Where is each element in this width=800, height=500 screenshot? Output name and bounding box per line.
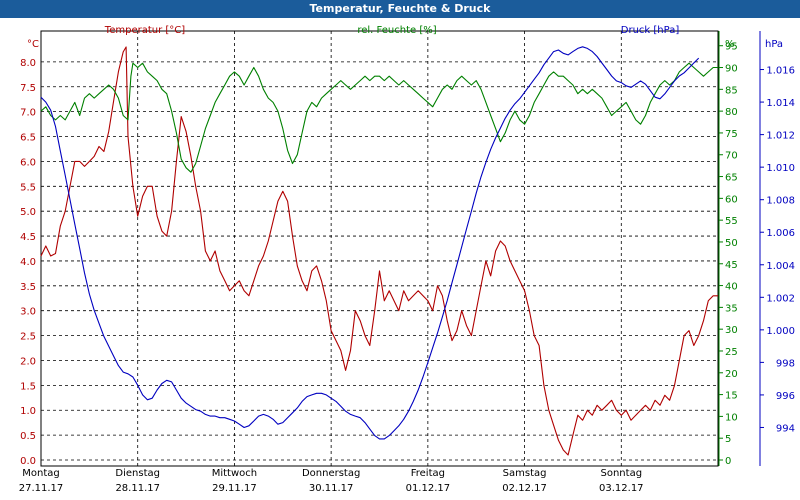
- x-tick-day-name: Samstag: [503, 468, 547, 479]
- temperature-tick-label: 0.5: [20, 431, 36, 442]
- humidity-tick-label: 5: [725, 434, 731, 445]
- temperature-tick-label: 3.5: [20, 282, 36, 293]
- series-line-feuchte: [40, 62, 718, 173]
- temperature-tick-label: 1.5: [20, 381, 36, 392]
- humidity-tick-label: 60: [725, 194, 738, 205]
- humidity-tick-label: 50: [725, 238, 738, 249]
- x-tick-date: 30.11.17: [309, 483, 354, 494]
- pressure-tick-label: 998: [776, 358, 795, 369]
- series-line-druck: [40, 46, 700, 440]
- legend-temperature: Temperatur [°C]: [104, 25, 185, 36]
- x-tick-date: 03.12.17: [599, 483, 644, 494]
- x-tick-date: 28.11.17: [115, 483, 160, 494]
- humidity-tick-label: 0: [725, 456, 731, 467]
- humidity-tick-label: 75: [725, 129, 738, 140]
- humidity-tick-label: 25: [725, 347, 738, 358]
- humidity-tick-label: 40: [725, 282, 738, 293]
- pressure-tick-label: 1.016: [766, 66, 795, 77]
- x-tick-day-name: Montag: [22, 468, 59, 479]
- pressure-tick-label: 994: [776, 423, 795, 434]
- pressure-tick-label: 1.010: [766, 163, 795, 174]
- temperature-tick-label: 2.5: [20, 332, 36, 343]
- chart-canvas: 0.0 0.5 1.0 1.5 2.0 2.5 3.0 3.5 4.0 4.5 5.0 5.5 6.0 6…: [19, 25, 795, 494]
- humidity-tick-label: 80: [725, 107, 738, 118]
- x-tick-date: 29.11.17: [212, 483, 257, 494]
- humidity-tick-label: 20: [725, 369, 738, 380]
- humidity-tick-label: 45: [725, 260, 738, 271]
- temperature-tick-label: 5.0: [20, 207, 36, 218]
- humidity-tick-label: 95: [725, 42, 738, 53]
- humidity-tick-label: 10: [725, 412, 738, 423]
- pressure-tick-label: 1.000: [766, 326, 795, 337]
- temperature-unit-label: °C: [27, 39, 39, 50]
- pressure-tick-label: 1.008: [766, 196, 795, 207]
- pressure-unit-label: hPa: [765, 39, 783, 50]
- pressure-tick-label: 1.004: [766, 261, 795, 272]
- x-tick-day-name: Donnerstag: [302, 468, 360, 479]
- humidity-tick-label: 85: [725, 85, 738, 96]
- x-tick-day-name: Dienstag: [115, 468, 160, 479]
- pressure-tick-label: 1.014: [766, 98, 795, 109]
- temperature-tick-label: 3.0: [20, 307, 36, 318]
- x-tick-date: 01.12.17: [406, 483, 451, 494]
- pressure-tick-label: 996: [776, 391, 795, 402]
- temperature-tick-label: 6.0: [20, 157, 36, 168]
- humidity-tick-label: 35: [725, 303, 738, 314]
- humidity-tick-label: 15: [725, 391, 738, 402]
- temperature-tick-label: 1.0: [20, 406, 36, 417]
- pressure-tick-label: 1.006: [766, 228, 795, 239]
- chart-title: Temperatur, Feuchte & Druck: [0, 0, 800, 18]
- temperature-tick-label: 5.5: [20, 182, 36, 193]
- legend-humidity: rel. Feuchte [%]: [357, 25, 436, 36]
- humidity-tick-label: 90: [725, 64, 738, 75]
- temperature-tick-label: 4.5: [20, 232, 36, 243]
- temperature-tick-label: 0.0: [20, 456, 36, 467]
- temperature-tick-label: 7.5: [20, 83, 36, 94]
- pressure-tick-label: 1.012: [766, 131, 795, 142]
- pressure-tick-label: 1.002: [766, 293, 795, 304]
- x-tick-day-name: Sonntag: [601, 468, 643, 479]
- humidity-tick-label: 30: [725, 325, 738, 336]
- plot-frame: [40, 30, 719, 467]
- humidity-tick-label: 55: [725, 216, 738, 227]
- temperature-tick-label: 2.0: [20, 356, 36, 367]
- x-tick-date: 02.12.17: [502, 483, 547, 494]
- x-tick-day-name: Mittwoch: [212, 468, 257, 479]
- humidity-unit-label: %: [725, 39, 735, 50]
- temperature-tick-label: 8.0: [20, 58, 36, 69]
- series-line-temperatur: [40, 46, 718, 456]
- legend-pressure: Druck [hPa]: [621, 25, 680, 36]
- temperature-tick-label: 4.0: [20, 257, 36, 268]
- x-tick-day-name: Freitag: [411, 468, 445, 479]
- temperature-tick-label: 7.0: [20, 108, 36, 119]
- temperature-tick-label: 6.5: [20, 133, 36, 144]
- humidity-tick-label: 65: [725, 173, 738, 184]
- x-tick-date: 27.11.17: [19, 483, 64, 494]
- humidity-tick-label: 70: [725, 151, 738, 162]
